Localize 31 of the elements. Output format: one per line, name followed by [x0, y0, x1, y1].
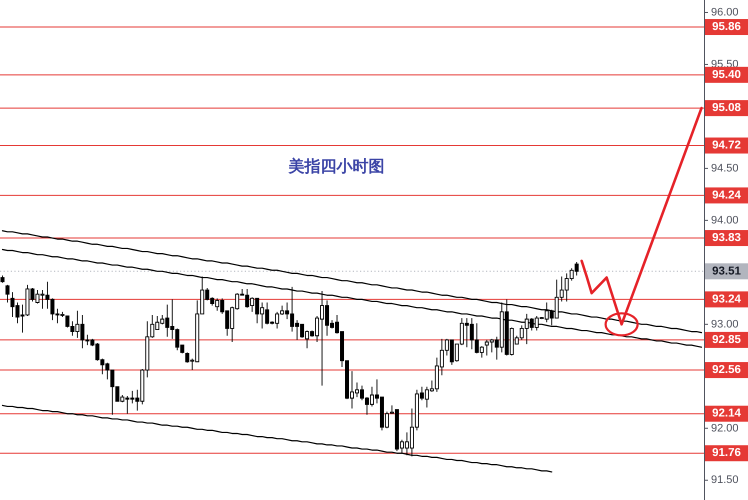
ref-line-label: 95.08 — [712, 102, 742, 114]
ref-label: 95.08 — [705, 100, 748, 116]
ref-line-label: 93.24 — [712, 293, 742, 306]
y-tick-label: 91.50 — [711, 474, 739, 486]
y-tick-label: 94.00 — [711, 214, 739, 226]
title: 美指四小时图 — [288, 156, 384, 176]
ref-label: 91.76 — [705, 445, 748, 462]
ref-line-label: 95.40 — [712, 68, 741, 81]
ref-line-label: 93.83 — [712, 232, 741, 244]
ref-line-label: 91.76 — [712, 447, 741, 460]
ref-label: 94.72 — [705, 138, 748, 154]
ref-line-label: 94.72 — [712, 140, 741, 152]
ref-line-label: 92.14 — [712, 408, 742, 420]
ref-label: 95.86 — [705, 19, 748, 36]
ref-label: 92.85 — [705, 332, 748, 348]
y-tick-label: 93.00 — [711, 318, 739, 330]
ref-line-label: 92.85 — [712, 334, 742, 346]
ref-label: 95.40 — [705, 66, 748, 83]
ref-line-label: 92.56 — [712, 364, 741, 376]
y-tick-label: 96.00 — [711, 6, 739, 18]
ref-label: 93.51 — [705, 263, 748, 280]
ref-label: 92.56 — [705, 362, 748, 378]
ref-label: 94.24 — [705, 187, 748, 204]
ref-label: 93.83 — [705, 230, 748, 246]
ref-line-label: 93.51 — [712, 265, 742, 278]
y-tick-label: 92.00 — [711, 422, 739, 434]
ref-label: 93.24 — [705, 291, 748, 308]
ref-line-label: 95.86 — [712, 21, 741, 34]
y-tick-label: 94.50 — [711, 162, 739, 174]
ref-label: 92.14 — [705, 406, 748, 422]
ref-line-label: 94.24 — [712, 189, 742, 202]
